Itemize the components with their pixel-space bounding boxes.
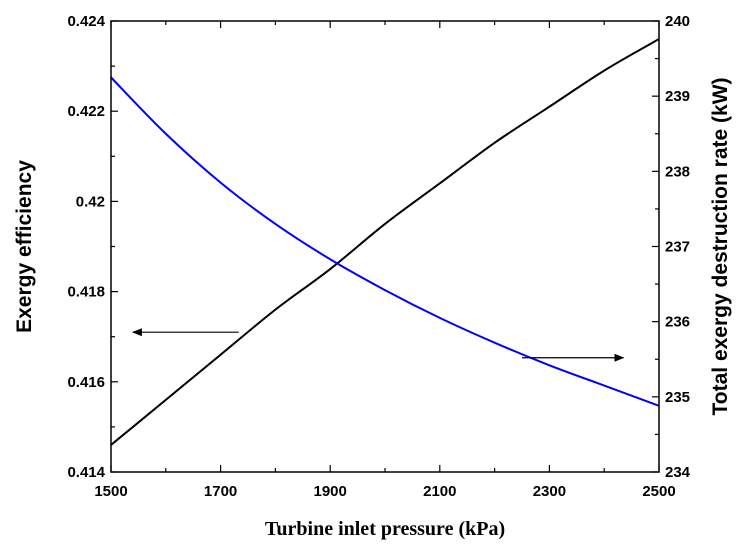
y-left-tick-label: 0.424 bbox=[67, 13, 105, 30]
left-y-axis-title: Exergy efficiency bbox=[13, 160, 36, 333]
y-left-tick-label: 0.422 bbox=[67, 103, 105, 120]
annotations-layer bbox=[131, 328, 625, 362]
y-right-tick-label: 239 bbox=[665, 88, 690, 105]
ticks-layer: 1500 1700 1900 2100 2300 2500 0.414 0.416 0.418 0… bbox=[67, 13, 690, 500]
y-right-tick-label: 238 bbox=[665, 163, 690, 180]
x-tick-label: 1500 bbox=[94, 483, 127, 500]
series-layer bbox=[110, 38, 660, 446]
series-line-exergy-destruction bbox=[110, 76, 660, 407]
series-line-exergy-efficiency bbox=[110, 38, 660, 446]
y-right-tick-label: 234 bbox=[665, 464, 691, 481]
y-right-tick-label: 240 bbox=[665, 13, 690, 30]
x-tick-label: 1900 bbox=[314, 483, 347, 500]
x-tick-label: 2100 bbox=[423, 483, 456, 500]
right-y-axis-title: Total exergy destruction rate (kW) bbox=[709, 77, 732, 415]
y-left-tick-label: 0.42 bbox=[76, 193, 105, 210]
y-right-tick-label: 235 bbox=[665, 389, 690, 406]
y-right-tick-label: 236 bbox=[665, 314, 690, 331]
y-left-tick-label: 0.416 bbox=[67, 374, 105, 391]
y-left-tick-label: 0.418 bbox=[67, 284, 105, 301]
y-right-tick-label: 237 bbox=[665, 239, 690, 256]
x-axis-title: Turbine inlet pressure (kPa) bbox=[265, 518, 505, 540]
x-tick-label: 2300 bbox=[533, 483, 566, 500]
x-tick-label: 1700 bbox=[204, 483, 237, 500]
x-tick-label: 2500 bbox=[642, 483, 675, 500]
y-left-tick-label: 0.414 bbox=[67, 464, 105, 481]
